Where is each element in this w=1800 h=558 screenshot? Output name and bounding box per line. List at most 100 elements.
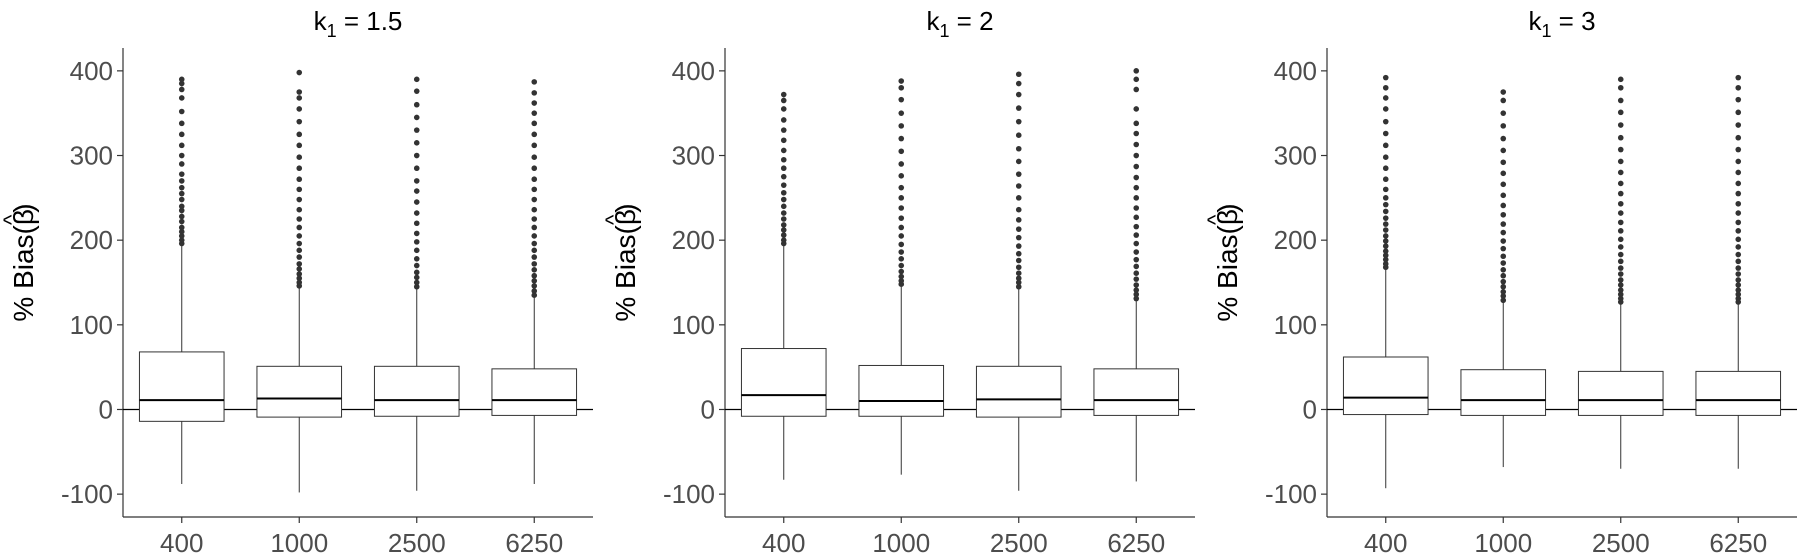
outlier-point: [1015, 158, 1022, 165]
outlier-point: [296, 118, 303, 125]
x-tick-label: 2500: [388, 528, 446, 558]
outlier-point: [296, 224, 303, 231]
outlier-point: [1617, 134, 1624, 141]
outlier-point: [531, 216, 538, 222]
outlier-point: [1382, 252, 1389, 259]
y-tick-label: 300: [70, 141, 113, 171]
outlier-point: [1382, 215, 1389, 221]
outlier-point: [531, 254, 538, 260]
outlier-point: [1015, 118, 1022, 125]
outlier-point: [1382, 154, 1389, 161]
outlier-point: [1015, 250, 1022, 257]
outlier-point: [296, 196, 303, 203]
outlier-point: [1500, 170, 1507, 177]
outlier-point: [413, 165, 420, 172]
outlier-point: [178, 120, 185, 127]
outlier-point: [413, 269, 420, 276]
outlier-point: [531, 196, 538, 203]
outlier-point: [1735, 96, 1742, 103]
outlier-point: [1735, 84, 1742, 91]
outlier-point: [898, 184, 905, 191]
outlier-point: [1500, 245, 1507, 252]
outlier-point: [1382, 84, 1389, 91]
outlier-point: [1500, 211, 1507, 218]
outlier-point: [1617, 295, 1624, 302]
outlier-point: [1382, 256, 1389, 263]
outlier-point: [178, 86, 185, 93]
y-axis-label: % Bias(β^): [1203, 203, 1243, 321]
outlier-point: [1617, 291, 1624, 298]
outlier-point: [1015, 243, 1022, 249]
outlier-point: [413, 76, 420, 83]
outlier-point: [531, 176, 538, 183]
outlier-point: [413, 188, 420, 194]
iqr-box: [740, 348, 827, 417]
outlier-point: [413, 279, 420, 286]
y-tick-label: 0: [99, 394, 113, 424]
box-2500: [975, 71, 1062, 491]
outlier-point: [178, 171, 185, 177]
outlier-point: [1382, 176, 1389, 183]
x-tick-label: 6250: [1709, 528, 1767, 558]
outlier-point: [780, 210, 787, 216]
outlier-point: [1015, 132, 1022, 138]
outlier-point: [1500, 293, 1507, 299]
outlier-point: [531, 272, 538, 279]
outlier-point: [780, 216, 787, 222]
x-tick-label: 400: [762, 528, 805, 558]
iqr-box: [1695, 370, 1782, 416]
outlier-point: [296, 247, 303, 254]
outlier-point: [898, 148, 905, 155]
outlier-point: [531, 110, 538, 116]
outlier-point: [296, 240, 303, 247]
box-1000: [1460, 89, 1547, 468]
outlier-point: [1735, 74, 1742, 81]
outlier-point: [1500, 159, 1507, 166]
outlier-point: [1735, 158, 1742, 165]
panel-2: k1 = 2 % Bias(β^) -100 0 100 200 300 400 400 1000…: [601, 6, 1195, 558]
outlier-point: [780, 227, 787, 233]
outlier-point: [413, 220, 420, 227]
box-2500: [373, 76, 460, 491]
outlier-point: [1133, 152, 1140, 159]
iqr-box: [975, 365, 1062, 418]
outlier-point: [898, 161, 905, 167]
box-6250: [1093, 68, 1180, 482]
x-tick-label: 1000: [872, 528, 930, 558]
outlier-point: [1382, 238, 1389, 244]
outlier-point: [296, 95, 303, 101]
outlier-point: [531, 233, 538, 239]
outlier-point: [413, 247, 420, 254]
outlier-point: [780, 196, 787, 203]
outlier-point: [178, 233, 185, 239]
outlier-point: [413, 283, 420, 290]
outlier-point: [1133, 256, 1140, 263]
outlier-point: [413, 127, 420, 133]
outlier-point: [1617, 158, 1624, 165]
outlier-point: [1015, 195, 1022, 201]
outlier-point: [296, 254, 303, 260]
outlier-point: [1133, 120, 1140, 127]
outlier-point: [1735, 251, 1742, 258]
outlier-point: [780, 165, 787, 172]
outlier-point: [780, 182, 787, 188]
outlier-point: [1617, 251, 1624, 258]
outlier-point: [1617, 236, 1624, 243]
outlier-point: [1735, 210, 1742, 216]
outlier-point: [1133, 287, 1140, 293]
outlier-point: [1617, 169, 1624, 176]
panel-3: k1 = 3 % Bias(β^) -100 0 100 200 300 400 400 1000…: [1203, 6, 1797, 558]
outlier-point: [413, 114, 420, 121]
x-tick-label: 2500: [1592, 528, 1650, 558]
outlier-point: [531, 267, 538, 273]
outlier-point: [1133, 276, 1140, 282]
outlier-point: [1382, 248, 1389, 254]
x-tick-label: 2500: [990, 528, 1048, 558]
outlier-point: [1382, 221, 1389, 227]
box-400: [138, 76, 225, 484]
outlier-point: [1735, 169, 1742, 176]
outlier-point: [531, 100, 538, 106]
outlier-point: [1735, 244, 1742, 250]
iqr-box: [1093, 368, 1180, 416]
